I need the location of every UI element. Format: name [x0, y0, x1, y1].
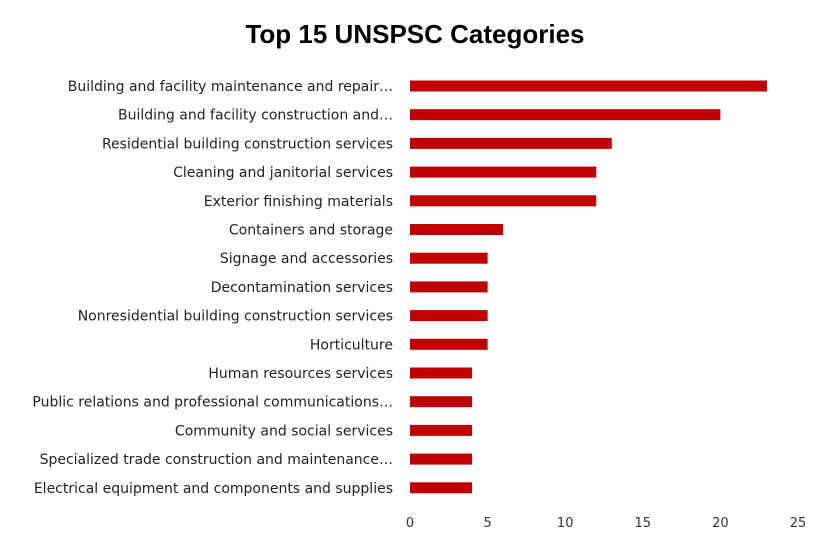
bar: [410, 224, 504, 235]
category-label: Containers and storage: [229, 223, 393, 239]
bar: [410, 252, 488, 264]
category-label: Nonresidential building construction ser…: [78, 309, 393, 325]
category-label: Residential building construction servic…: [102, 136, 393, 152]
category-label: Decontamination services: [211, 280, 393, 296]
category-label: Public relations and professional commun…: [32, 395, 393, 411]
bar: [410, 310, 488, 322]
category-label: Cleaning and janitorial services: [173, 165, 393, 181]
bar: [410, 367, 473, 379]
x-tick-label: 10: [557, 516, 574, 531]
x-tick-label: 5: [483, 516, 491, 531]
bar: [410, 396, 473, 408]
bar: [410, 166, 597, 178]
x-tick-label: 20: [712, 516, 729, 531]
category-label: Electrical equipment and components and …: [34, 481, 393, 497]
bar: [410, 424, 473, 436]
category-label: Exterior finishing materials: [204, 194, 393, 210]
category-label: Building and facility construction and…: [118, 108, 393, 124]
chart-title: Top 15 UNSPSC Categories: [245, 19, 584, 49]
bar: [410, 109, 721, 121]
bar: [410, 195, 597, 207]
bar: [410, 137, 612, 149]
category-label: Specialized trade construction and maint…: [40, 452, 393, 468]
bar: [410, 281, 488, 293]
bar: [410, 482, 473, 494]
bar: [410, 338, 488, 350]
bar: [410, 80, 767, 92]
category-label: Community and social services: [175, 423, 393, 439]
x-tick-label: 25: [790, 516, 807, 531]
category-label: Human resources services: [208, 366, 393, 382]
bar: [410, 453, 473, 465]
category-label: Signage and accessories: [220, 251, 393, 267]
x-tick-label: 15: [635, 516, 652, 531]
x-tick-label: 0: [406, 516, 414, 531]
category-label: Horticulture: [310, 337, 393, 353]
category-label: Building and facility maintenance and re…: [68, 79, 393, 95]
